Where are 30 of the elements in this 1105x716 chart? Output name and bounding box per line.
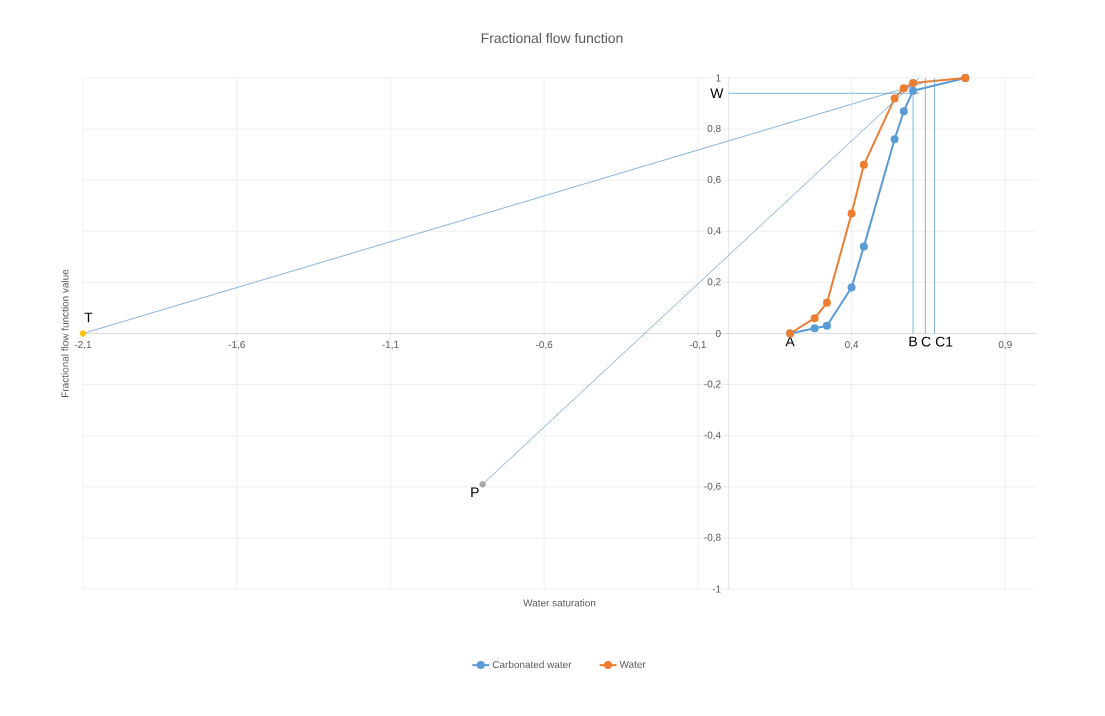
annotation: T bbox=[84, 312, 93, 323]
y-tick-label: -0,8 bbox=[704, 533, 721, 543]
annotation: P bbox=[471, 487, 479, 498]
y-tick-label: 0 bbox=[715, 329, 721, 338]
y-tick-label: -0,6 bbox=[704, 482, 721, 491]
annotation: C1 bbox=[935, 336, 953, 347]
y-tick-label: 1 bbox=[716, 74, 721, 82]
x-tick-label: -1,6 bbox=[228, 341, 245, 350]
x-tick-label: 0,9 bbox=[998, 341, 1012, 350]
y-axis-title: Fractional flow function value bbox=[61, 269, 69, 397]
x-tick-label: -2,1 bbox=[74, 341, 92, 350]
annotation: A bbox=[785, 336, 795, 347]
y-tick-label: -1 bbox=[712, 585, 721, 593]
y-tick-label: 0,8 bbox=[707, 124, 721, 134]
x-tick-label: -1,1 bbox=[382, 341, 399, 350]
legend-label: Water bbox=[619, 660, 646, 668]
annotation: W bbox=[710, 88, 724, 99]
y-tick-label: 0,4 bbox=[707, 227, 721, 236]
legend-label: Carbonated water bbox=[492, 660, 572, 669]
y-tick-label: 0,2 bbox=[707, 278, 721, 287]
x-axis-title: Water saturation bbox=[523, 599, 596, 607]
y-tick-label: -0,4 bbox=[704, 431, 721, 440]
annotation: B bbox=[909, 336, 917, 347]
x-tick-label: -0,1 bbox=[689, 341, 706, 350]
chart-title: Fractional flow function bbox=[481, 32, 623, 44]
x-tick-label: 0,4 bbox=[845, 341, 859, 350]
y-tick-label: 0,6 bbox=[707, 176, 721, 185]
x-tick-label: -0,6 bbox=[535, 341, 553, 350]
y-tick-label: -0,2 bbox=[704, 380, 721, 389]
annotation: C bbox=[921, 336, 931, 347]
